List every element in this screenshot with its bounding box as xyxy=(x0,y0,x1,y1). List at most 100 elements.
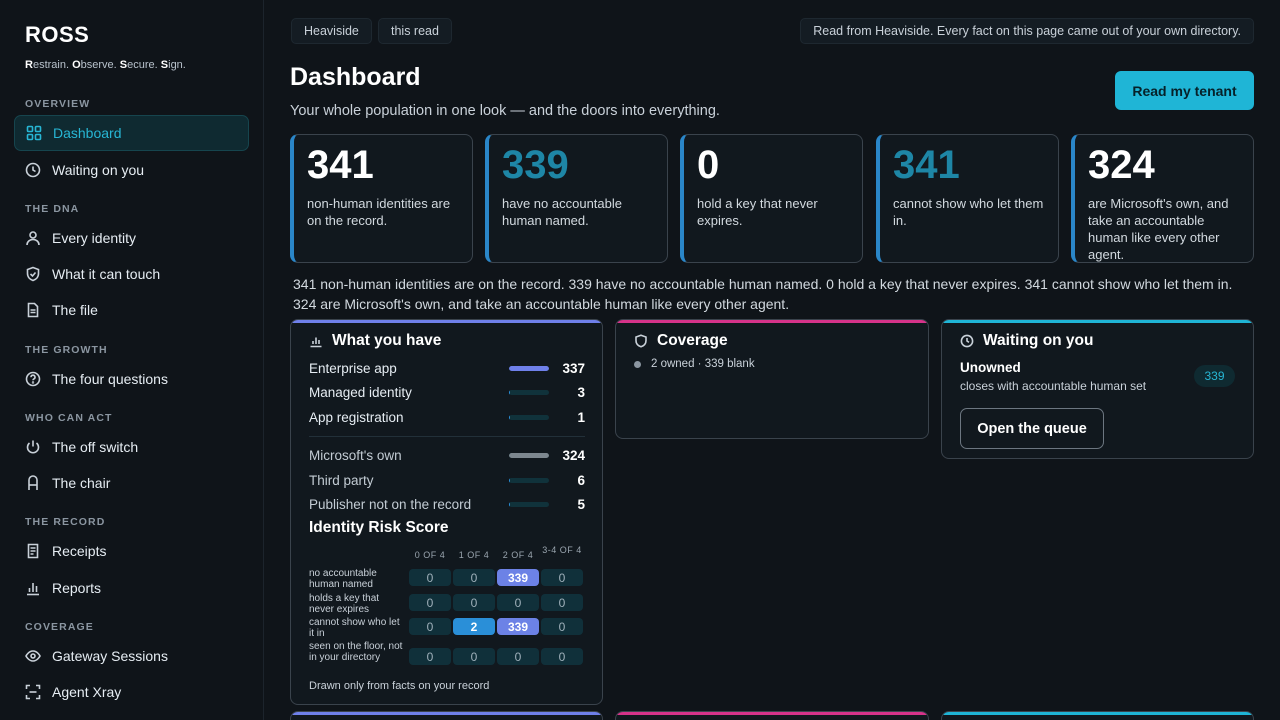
sidebar-item-dashboard[interactable]: Dashboard xyxy=(14,115,249,151)
risk-cell[interactable]: 0 xyxy=(541,569,583,586)
coverage-panel: Coverage 2 owned · 339 blank xyxy=(615,319,929,439)
risk-column-header: 3-4 OF 4 xyxy=(542,545,582,555)
next-panel xyxy=(290,711,603,720)
sidebar-item-label: Receipts xyxy=(52,543,107,559)
stat-card[interactable]: 341 cannot show who let them in. xyxy=(876,134,1059,263)
sidebar-item-label: The file xyxy=(52,302,98,318)
risk-cell[interactable]: 0 xyxy=(409,594,451,611)
risk-footnote: Drawn only from facts on your record xyxy=(309,680,490,692)
waiting-count-badge: 339 xyxy=(1194,365,1235,387)
risk-cell[interactable]: 0 xyxy=(497,648,539,665)
panel-accent-bar xyxy=(291,320,602,323)
type-bar xyxy=(509,365,549,371)
status-dot xyxy=(634,360,641,368)
origin-count: 6 xyxy=(577,472,585,488)
read-my-tenant-button[interactable]: Read my tenant xyxy=(1115,71,1254,110)
tagline-word: ign. xyxy=(168,59,186,71)
stat-card[interactable]: 0 hold a key that never expires. xyxy=(680,134,863,263)
source-note: Read from Heaviside. Every fact on this … xyxy=(800,18,1254,44)
section-heading-the-record: THE RECORD xyxy=(25,516,106,528)
stat-label: cannot show who let them in. xyxy=(893,196,1044,228)
type-bar xyxy=(509,414,549,420)
bar-chart-icon xyxy=(25,580,41,596)
sidebar-item-the-off-switch[interactable]: The off switch xyxy=(14,429,249,465)
brand-logo: ROSS xyxy=(25,22,90,47)
chair-icon xyxy=(25,475,41,491)
sidebar-item-the-four-questions[interactable]: The four questions xyxy=(14,361,249,397)
stat-card[interactable]: 341 non-human identities are on the reco… xyxy=(290,134,473,263)
open-queue-button[interactable]: Open the queue xyxy=(960,408,1104,449)
type-count: 3 xyxy=(577,384,585,400)
power-icon xyxy=(25,439,41,455)
stat-value: 324 xyxy=(1088,143,1155,187)
tagline-initial: R xyxy=(25,59,33,71)
sidebar-item-agent-xray[interactable]: Agent Xray xyxy=(14,674,249,710)
tagline-word: ecure. xyxy=(127,59,161,71)
sidebar-item-label: Gateway Sessions xyxy=(52,648,168,664)
type-row: App registration 1 xyxy=(309,407,585,427)
risk-cell[interactable]: 2 xyxy=(453,618,495,635)
stat-label: have no accountable human named. xyxy=(502,196,622,228)
grid-icon xyxy=(26,125,42,141)
panel-title-text: What you have xyxy=(332,332,442,349)
type-bar-fill xyxy=(509,365,549,371)
risk-cell[interactable]: 339 xyxy=(497,569,539,586)
sidebar-item-waiting-on-you[interactable]: Waiting on you xyxy=(14,152,249,188)
tagline-word: estrain. xyxy=(32,59,73,71)
sidebar-item-every-identity[interactable]: Every identity xyxy=(14,220,249,256)
risk-cell[interactable]: 0 xyxy=(541,618,583,635)
origin-bar-fill xyxy=(509,501,511,507)
stat-card[interactable]: 324 are Microsoft's own, and take an acc… xyxy=(1071,134,1254,263)
read-chip[interactable]: this read xyxy=(378,18,452,44)
origin-label: Publisher not on the record xyxy=(309,496,472,512)
sidebar: ROSS Restrain. Observe. Secure. Sign. OV… xyxy=(0,0,264,720)
stat-card[interactable]: 339 have no accountable human named. xyxy=(485,134,668,263)
sidebar-item-label: The four questions xyxy=(52,371,168,387)
sidebar-item-the-file[interactable]: The file xyxy=(14,292,249,328)
page-title: Dashboard xyxy=(290,63,421,91)
section-heading-who-can-act: WHO CAN ACT xyxy=(25,412,113,424)
clock-icon xyxy=(25,162,41,178)
sidebar-item-what-it-can-touch[interactable]: What it can touch xyxy=(14,256,249,292)
risk-column-header: 2 OF 4 xyxy=(502,550,534,560)
origin-bar xyxy=(509,477,549,483)
risk-cell[interactable]: 0 xyxy=(453,648,495,665)
type-label: Managed identity xyxy=(309,384,412,400)
eye-icon xyxy=(25,648,41,664)
sidebar-item-gateway-sessions[interactable]: Gateway Sessions xyxy=(14,638,249,674)
risk-cell[interactable]: 0 xyxy=(409,648,451,665)
origin-bar xyxy=(509,452,549,458)
risk-cell[interactable]: 0 xyxy=(541,594,583,611)
origin-count: 5 xyxy=(577,496,585,512)
risk-cell[interactable]: 339 xyxy=(497,618,539,635)
risk-cell[interactable]: 0 xyxy=(541,648,583,665)
waiting-panel: Waiting on you Unowned closes with accou… xyxy=(941,319,1254,459)
risk-cell[interactable]: 0 xyxy=(453,594,495,611)
origin-label: Microsoft's own xyxy=(309,447,402,463)
section-heading-the-growth: THE GROWTH xyxy=(25,344,108,356)
risk-cell[interactable]: 0 xyxy=(497,594,539,611)
shield-check-icon xyxy=(25,266,41,282)
sidebar-item-reports[interactable]: Reports xyxy=(14,570,249,606)
risk-cell[interactable]: 0 xyxy=(409,618,451,635)
sidebar-item-the-chair[interactable]: The chair xyxy=(14,465,249,501)
tenant-chip[interactable]: Heaviside xyxy=(291,18,372,44)
sidebar-item-label: The chair xyxy=(52,475,111,491)
panel-accent-bar xyxy=(942,320,1253,323)
type-bar-fill xyxy=(509,389,511,395)
section-heading-the-dna: THE DNA xyxy=(25,203,80,215)
origin-label: Third party xyxy=(309,472,374,488)
sidebar-item-receipts[interactable]: Receipts xyxy=(14,533,249,569)
risk-cell[interactable]: 0 xyxy=(453,569,495,586)
panel-accent-bar xyxy=(942,712,1253,715)
origin-bar-fill xyxy=(509,452,549,458)
risk-cell[interactable]: 0 xyxy=(409,569,451,586)
section-heading-overview: OVERVIEW xyxy=(25,98,91,110)
origin-bar-fill xyxy=(509,477,511,483)
panel-accent-bar xyxy=(616,320,928,323)
coverage-title: Coverage xyxy=(634,332,728,350)
what-you-have-panel: What you have Enterprise app 337 Managed… xyxy=(290,319,603,705)
sidebar-item-label: Agent Xray xyxy=(52,684,122,700)
stat-label: are Microsoft's own, and take an account… xyxy=(1088,196,1229,262)
risk-row-label: no accountable human named xyxy=(309,568,377,590)
